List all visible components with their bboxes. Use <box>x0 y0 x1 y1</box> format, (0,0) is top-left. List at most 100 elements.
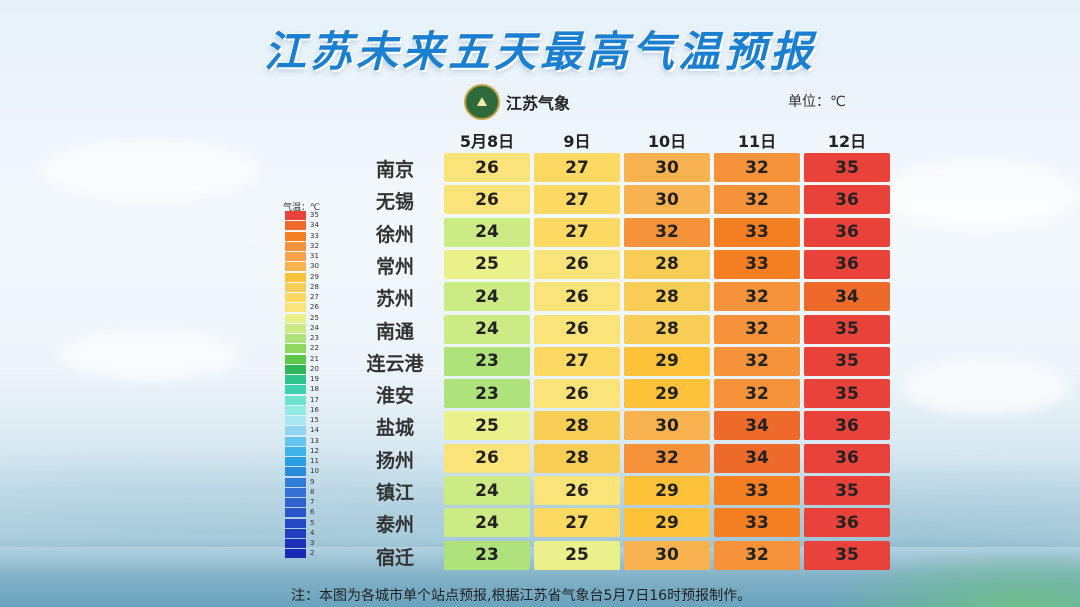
temperature-cell: 27 <box>534 346 620 376</box>
temperature-cell: 24 <box>444 282 530 312</box>
legend-label: 16 <box>310 405 319 414</box>
legend-label: 30 <box>310 262 319 271</box>
temperature-cell: 25 <box>444 249 530 279</box>
city-label: 宿迁 <box>375 546 414 569</box>
temperature-cell: 32 <box>624 217 710 247</box>
legend-label: 21 <box>310 354 319 363</box>
legend-label: 2 <box>310 549 315 558</box>
legend-label: 10 <box>310 467 319 476</box>
legend-label: 11 <box>310 457 319 465</box>
temperature-cell: 27 <box>534 153 620 182</box>
city-label: 镇江 <box>375 482 414 504</box>
temperature-cell: 34 <box>714 443 800 473</box>
temperature-cell: 35 <box>804 379 890 409</box>
column-header: 10日 <box>647 132 687 151</box>
legend-label: 35 <box>310 211 319 219</box>
legend-swatch <box>285 477 306 487</box>
column-header: 11日 <box>737 132 777 151</box>
legend-swatch <box>285 334 306 343</box>
temperature-cell: 35 <box>804 476 890 505</box>
temperature-cell: 26 <box>444 443 530 473</box>
temperature-cell: 26 <box>534 282 620 312</box>
temperature-cell: 29 <box>624 379 710 409</box>
city-label: 扬州 <box>375 449 414 472</box>
temperature-cell: 32 <box>714 314 800 344</box>
legend-swatch <box>285 293 306 302</box>
legend-swatch <box>285 375 306 384</box>
column-header: 12日 <box>827 132 867 151</box>
temperature-cell: 35 <box>804 314 890 344</box>
city-label: 泰州 <box>375 514 414 537</box>
cloud-shape <box>60 330 240 380</box>
legend-swatch <box>285 221 306 231</box>
legend-swatch <box>285 364 306 374</box>
legend-label: 7 <box>310 498 315 506</box>
legend-label: 13 <box>310 436 319 445</box>
legend-swatch <box>285 262 306 272</box>
temperature-cell: 28 <box>624 314 710 344</box>
city-label: 连云港 <box>366 352 424 375</box>
temperature-cell: 34 <box>714 411 800 441</box>
legend-swatch <box>285 241 306 251</box>
legend-label: 32 <box>310 241 319 250</box>
temperature-cell: 36 <box>804 185 890 215</box>
city-label: 淮安 <box>375 385 414 408</box>
temperature-cell: 33 <box>714 217 800 247</box>
legend-swatch <box>285 487 306 497</box>
legend-swatch <box>285 282 306 292</box>
legend-swatch <box>285 303 306 313</box>
legend-swatch <box>285 549 306 559</box>
legend-swatch <box>285 323 306 333</box>
temperature-cell: 32 <box>714 185 800 215</box>
legend-label: 25 <box>310 313 319 322</box>
temperature-cell: 30 <box>624 153 710 182</box>
temperature-cell: 24 <box>444 508 530 538</box>
temperature-cell: 28 <box>534 411 620 441</box>
legend-label: 5 <box>310 518 315 527</box>
legend-label: 19 <box>310 375 319 383</box>
temperature-cell: 30 <box>624 540 710 570</box>
legend-label: 31 <box>310 252 319 260</box>
legend-label: 33 <box>310 231 319 240</box>
legend-swatch <box>285 211 306 220</box>
city-label: 苏州 <box>375 288 414 311</box>
legend-swatch <box>285 416 306 425</box>
temperature-cell: 24 <box>444 476 530 505</box>
cloud-shape <box>40 140 260 200</box>
city-label: 盐城 <box>375 417 414 440</box>
temperature-cell: 33 <box>714 476 800 505</box>
temperature-cell: 26 <box>444 153 530 182</box>
legend-swatch <box>285 528 306 538</box>
footnote: 注：本图为各城市单个站点预报,根据江苏省气象台5月7日16时预报制作。 <box>291 588 752 604</box>
temperature-cell: 26 <box>534 249 620 279</box>
temperature-cell: 36 <box>804 443 890 473</box>
temperature-cell: 36 <box>804 217 890 247</box>
legend-swatch <box>285 231 306 241</box>
temperature-cell: 27 <box>534 185 620 215</box>
legend-label: 17 <box>310 395 319 404</box>
temperature-cell: 32 <box>714 540 800 570</box>
temperature-cell: 32 <box>624 443 710 473</box>
cloud-shape <box>880 160 1080 230</box>
legend-label: 15 <box>310 416 319 424</box>
legend-label: 4 <box>310 528 315 537</box>
temperature-cell: 29 <box>624 508 710 538</box>
temperature-cell: 32 <box>714 379 800 409</box>
legend-swatch <box>285 426 306 436</box>
legend-label: 23 <box>310 334 319 342</box>
temperature-cell: 34 <box>804 282 890 312</box>
legend-label: 24 <box>310 323 319 332</box>
legend-swatch <box>285 354 306 364</box>
legend-label: 27 <box>310 293 319 301</box>
temperature-cell: 35 <box>804 540 890 570</box>
legend-swatch <box>285 385 306 395</box>
city-label: 徐州 <box>375 223 414 246</box>
legend-label: 6 <box>310 508 315 517</box>
column-header: 9日 <box>563 132 591 151</box>
weather-bureau-emblem-icon: ⛰ <box>464 84 500 120</box>
legend-swatch <box>285 446 306 456</box>
temperature-cell: 29 <box>624 476 710 505</box>
legend-label: 14 <box>310 426 319 435</box>
legend-swatch <box>285 518 306 528</box>
logo-text: 江苏气象 <box>506 94 571 113</box>
